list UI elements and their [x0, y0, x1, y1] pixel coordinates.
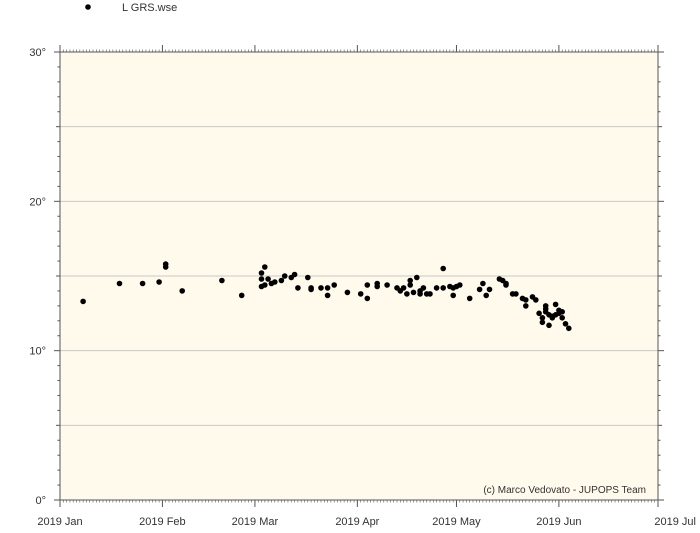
- data-point: [324, 292, 331, 299]
- data-point: [262, 264, 268, 270]
- data-point: [291, 271, 298, 278]
- data-point: [281, 273, 288, 279]
- data-point: [272, 279, 278, 285]
- data-point: [414, 274, 420, 281]
- legend-marker: [85, 4, 91, 10]
- data-point: [466, 295, 473, 302]
- y-tick-label: 30°: [29, 47, 46, 59]
- data-point: [559, 315, 565, 321]
- data-point: [536, 310, 542, 317]
- grid-lines: [60, 126, 658, 426]
- data-point: [295, 285, 301, 291]
- x-tick-label: 2019 Jul: [654, 516, 696, 528]
- data-point: [420, 285, 427, 291]
- credit-text: (c) Marco Vedovato - JUPOPS Team: [483, 485, 646, 496]
- data-point: [480, 280, 486, 287]
- data-point: [384, 282, 390, 288]
- y-tick-label: 20°: [29, 196, 46, 208]
- data-point: [324, 285, 331, 291]
- y-axis: 0° 10° 20° 30°: [29, 47, 664, 507]
- legend: L GRS.wse: [85, 2, 177, 14]
- data-point: [364, 295, 371, 302]
- data-point: [566, 325, 572, 332]
- data-point: [559, 309, 565, 315]
- data-point: [450, 292, 457, 299]
- data-point: [523, 297, 529, 303]
- data-point: [374, 283, 381, 290]
- data-point: [457, 282, 463, 288]
- data-point: [407, 282, 414, 288]
- data-point: [318, 285, 324, 291]
- data-point: [440, 265, 447, 272]
- data-point: [440, 285, 447, 291]
- data-point: [433, 285, 440, 291]
- data-point: [331, 282, 338, 288]
- data-point: [503, 282, 509, 288]
- data-point: [265, 276, 271, 282]
- data-point: [219, 277, 225, 284]
- data-point: [539, 315, 546, 321]
- data-point: [80, 298, 86, 305]
- legend-label: L GRS.wse: [122, 2, 177, 14]
- data-point: [278, 277, 285, 284]
- x-tick-label: 2019 Feb: [139, 516, 185, 528]
- x-tick-label: 2019 Apr: [335, 516, 379, 528]
- y-tick-label: 10°: [29, 346, 46, 358]
- data-point: [238, 292, 245, 299]
- y-tick-label: 0°: [35, 495, 46, 507]
- data-point: [486, 286, 493, 293]
- x-axis: 2019 Jan 2019 Feb 2019 Mar 2019 Apr 2019 May…: [37, 45, 696, 528]
- data-point: [476, 286, 483, 293]
- data-point: [539, 319, 546, 326]
- data-point: [156, 279, 162, 285]
- data-point: [546, 322, 552, 329]
- data-point: [305, 274, 311, 281]
- data-point: [410, 289, 417, 296]
- data-point: [562, 321, 569, 327]
- data-point: [162, 261, 169, 267]
- data-point: [262, 282, 268, 288]
- data-point: [417, 291, 423, 297]
- data-point: [258, 270, 265, 276]
- data-points: [80, 261, 572, 332]
- data-point: [308, 286, 314, 293]
- data-point: [364, 282, 371, 288]
- data-point: [513, 291, 519, 297]
- data-point: [483, 292, 490, 299]
- data-point: [404, 291, 410, 297]
- x-tick-label: 2019 May: [432, 516, 481, 528]
- data-point: [116, 280, 123, 287]
- data-point: [407, 277, 414, 284]
- data-point: [258, 276, 265, 282]
- data-point: [344, 289, 351, 296]
- data-point: [400, 285, 407, 291]
- data-point: [552, 301, 559, 308]
- x-tick-label: 2019 Mar: [232, 516, 279, 528]
- x-tick-label: 2019 Jun: [536, 516, 581, 528]
- data-point: [427, 291, 433, 297]
- data-point: [523, 303, 529, 309]
- data-point: [139, 280, 146, 287]
- data-point: [533, 297, 539, 303]
- data-point: [179, 288, 185, 294]
- data-point: [357, 291, 364, 297]
- x-tick-label: 2019 Jan: [37, 516, 82, 528]
